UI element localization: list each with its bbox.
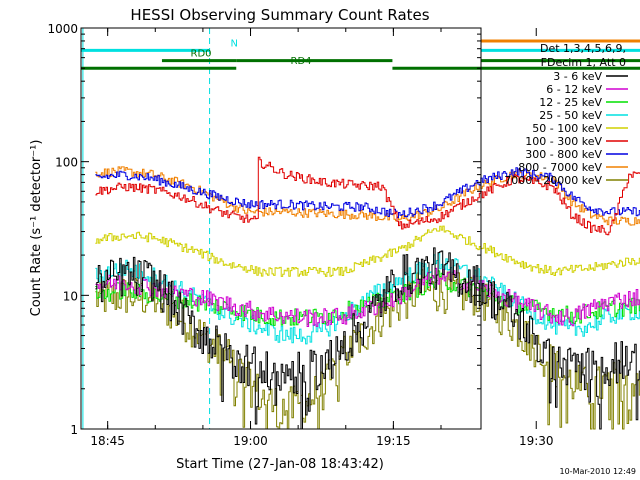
series-line-25-50-kev	[95, 253, 640, 345]
y-tick-label-1: 10	[63, 289, 78, 303]
legend-label-2: 12 - 25 keV	[539, 96, 602, 109]
legend-label-1: 6 - 12 keV	[546, 83, 602, 96]
segment-label-rd4: RD4	[291, 56, 312, 67]
y-tick-label-3: 1000	[47, 22, 78, 36]
x-tick-label-0: 18:45	[90, 434, 125, 448]
legend-label-5: 100 - 300 keV	[525, 135, 602, 148]
x-axis-label: Start Time (27-Jan-08 18:43:42)	[176, 457, 384, 472]
series-line-6-12-kev	[95, 267, 640, 327]
y-tick-label-0: 1	[70, 423, 78, 437]
x-tick-label-2: 19:15	[376, 434, 411, 448]
legend-label-3: 25 - 50 keV	[539, 109, 602, 122]
axes: 18:4519:0019:1519:3019:4520:0020:1511010…	[47, 22, 554, 448]
plot-frame	[80, 27, 482, 430]
legend-header-0: Det 1,3,4,5,6,9,	[540, 42, 626, 55]
chart-title: HESSI Observing Summary Count Rates	[130, 6, 429, 24]
legend-label-6: 300 - 800 keV	[525, 148, 602, 161]
timestamp: 10-Mar-2010 12:49	[560, 467, 637, 476]
plot-area: NRD0RD4S	[81, 28, 640, 430]
legend-label-7: 800 - 7000 keV	[518, 161, 602, 174]
x-tick-label-1: 19:00	[233, 434, 268, 448]
x-tick-label-3: 19:30	[519, 434, 554, 448]
series-line-100-300-kev	[95, 156, 640, 236]
legend-label-8: 7000 - 20000 keV	[504, 174, 602, 187]
y-tick-label-2: 100	[55, 156, 78, 170]
series-line-800-7000-kev	[95, 166, 640, 226]
series-line-300-800-kev	[95, 167, 640, 219]
segment-label-rd0: RD0	[191, 49, 212, 60]
legend-header-1: FDecim 1, Att 0	[541, 56, 626, 69]
series-line-3-6-kev	[95, 247, 640, 430]
legend: Det 1,3,4,5,6,9,FDecim 1, Att 03 - 6 keV…	[504, 42, 628, 187]
series-line-50-100-kev	[95, 225, 640, 277]
segment-label-n: N	[231, 38, 238, 49]
series-line-7000-20000-kev	[95, 269, 640, 430]
legend-label-0: 3 - 6 keV	[553, 70, 602, 83]
legend-label-4: 50 - 100 keV	[532, 122, 602, 135]
y-axis-label: Count Rate (s⁻¹ detector⁻¹)	[29, 140, 44, 317]
